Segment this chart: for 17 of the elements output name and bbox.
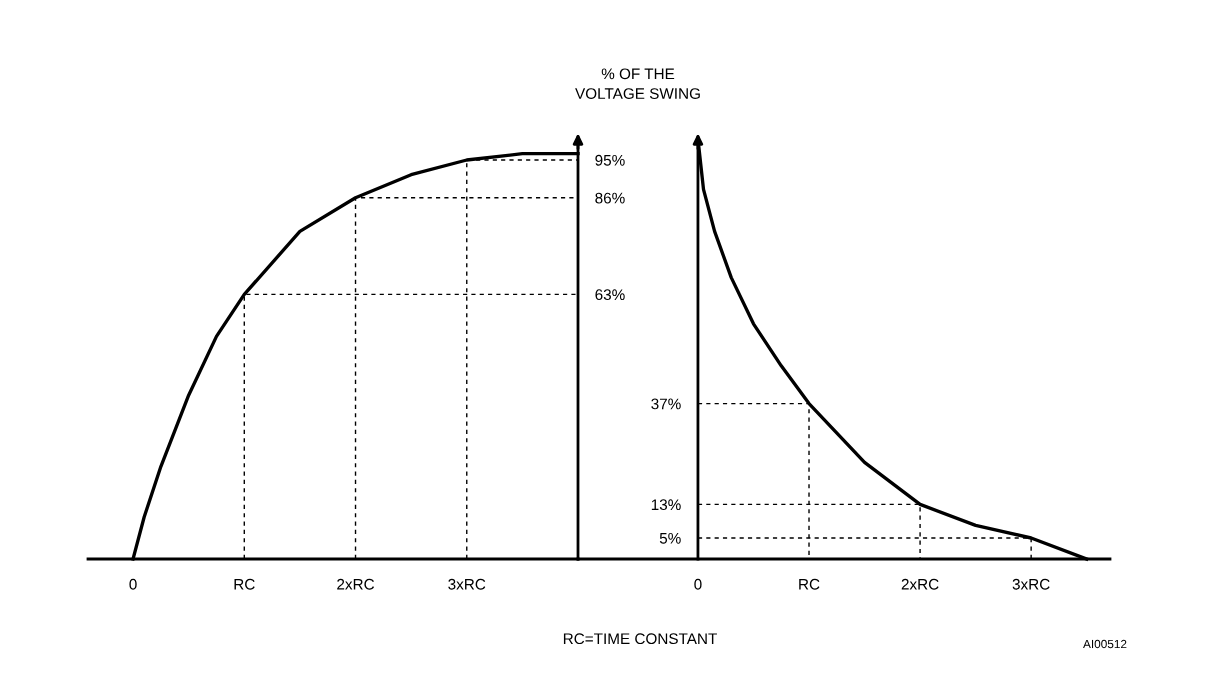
- y-tick-label: 37%: [651, 398, 681, 410]
- text: AI00512: [1083, 639, 1127, 649]
- x-axis-title: RC=TIME CONSTANT: [563, 633, 717, 645]
- y-tick-label: 5%: [659, 532, 681, 544]
- y-tick-label: 63%: [595, 289, 625, 301]
- y-tick-label: 95%: [595, 154, 625, 166]
- x-tick-label: 2xRC: [901, 578, 939, 590]
- y-tick-label: 86%: [595, 192, 625, 204]
- x-tick-label: RC: [799, 578, 820, 590]
- x-tick-label: 0: [129, 578, 137, 590]
- x-tick-label: 2xRC: [337, 578, 375, 590]
- x-tick-label: RC: [234, 578, 255, 590]
- y-axis-title: % OF THE VOLTAGE SWING: [575, 68, 700, 99]
- x-tick-label: 0: [694, 578, 702, 590]
- y-tick-label: 13%: [651, 499, 681, 511]
- x-tick-label: 3xRC: [1012, 578, 1050, 590]
- x-tick-label: 3xRC: [448, 578, 486, 590]
